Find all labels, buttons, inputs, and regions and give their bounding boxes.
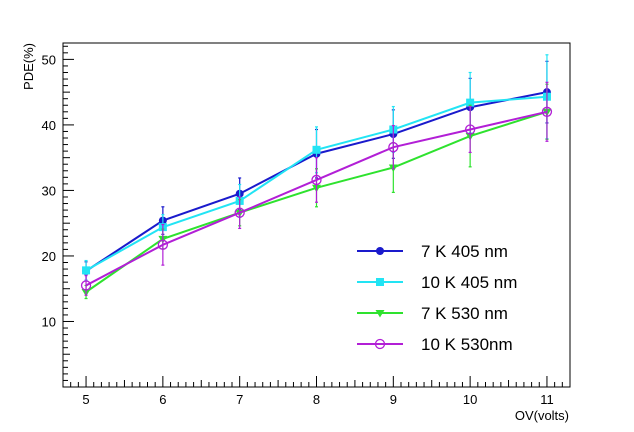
- legend-marker: [374, 338, 386, 350]
- data-point: [388, 142, 399, 153]
- data-series: [80, 54, 553, 300]
- x-axis: 5 6 7 8 9 10 11: [62, 376, 571, 407]
- legend: 7 K 405 nm 10 K 405 nm 7 K 530 nm 10 K 530n…: [357, 242, 517, 354]
- y-tick-label: 40: [42, 118, 56, 133]
- data-point: [80, 280, 92, 291]
- legend-item: 10 K 405 nm: [357, 273, 517, 292]
- legend-label: 7 K 530 nm: [421, 304, 508, 323]
- data-point: [312, 145, 321, 154]
- x-tick-label: 5: [82, 392, 89, 407]
- data-point: [82, 266, 91, 275]
- legend-marker: [376, 247, 384, 255]
- data-point: [234, 207, 245, 218]
- data-point: [541, 106, 553, 117]
- legend-label: 7 K 405 nm: [421, 242, 508, 261]
- series-4: [80, 81, 553, 296]
- legend-label: 10 K 405 nm: [421, 273, 517, 292]
- series-line: [85, 110, 548, 287]
- x-tick-label: 9: [390, 392, 397, 407]
- y-tick-label: 20: [42, 249, 56, 264]
- data-point: [464, 124, 476, 135]
- legend-item: 7 K 530 nm: [357, 304, 508, 323]
- x-tick-label: 11: [540, 392, 554, 407]
- legend-marker: [376, 278, 384, 286]
- x-axis-title: OV(volts): [515, 408, 569, 423]
- data-point: [157, 239, 169, 250]
- data-point: [466, 98, 475, 107]
- legend-item: 10 K 530nm: [357, 335, 513, 354]
- x-tick-label: 6: [159, 392, 166, 407]
- legend-label: 10 K 530nm: [421, 335, 513, 354]
- x-tick-label: 8: [313, 392, 320, 407]
- x-tick-label: 7: [236, 392, 243, 407]
- legend-marker: [375, 310, 385, 318]
- y-tick-label: 10: [42, 314, 56, 329]
- data-point: [311, 174, 322, 186]
- legend-item: 7 K 405 nm: [357, 242, 508, 261]
- y-tick-label: 30: [42, 183, 56, 198]
- y-tick-label: 50: [42, 52, 56, 67]
- y-axis-title: PDE(%): [21, 43, 36, 90]
- y-axis: 10 20 30 40 50: [42, 45, 74, 381]
- x-tick-label: 10: [463, 392, 477, 407]
